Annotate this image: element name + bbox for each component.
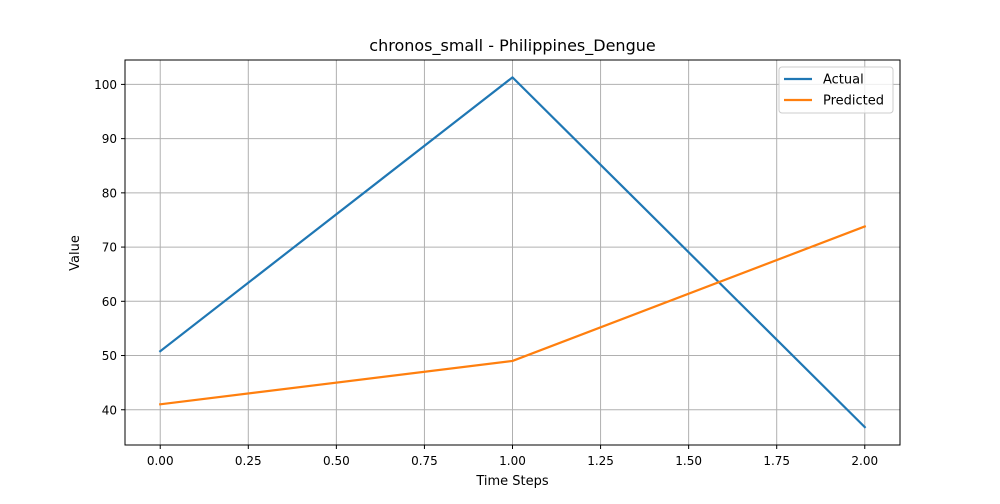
chart-title: chronos_small - Philippines_Dengue (369, 36, 655, 56)
y-tick-label: 90 (102, 132, 117, 146)
x-tick-label: 0.50 (323, 454, 350, 468)
x-tick-label: 0.25 (235, 454, 262, 468)
series-line-actual (158, 76, 867, 429)
y-tick-label: 50 (102, 349, 117, 363)
y-tick-label: 40 (102, 403, 117, 417)
x-tick-label: 1.00 (499, 454, 526, 468)
y-tick-label: 60 (102, 295, 117, 309)
y-tick-label: 70 (102, 241, 117, 255)
x-axis-label: Time Steps (475, 474, 549, 489)
legend: Actual Predicted (778, 66, 894, 114)
x-tick-label: 1.50 (675, 454, 702, 468)
y-axis-label: Value (68, 235, 83, 271)
grid-lines (125, 60, 900, 445)
y-tick-label: 80 (102, 186, 117, 200)
legend-label-predicted: Predicted (823, 94, 884, 109)
x-tick-label: 1.25 (587, 454, 614, 468)
y-axis-ticks: 40 50 60 70 80 90 100 (94, 78, 125, 417)
series-lines (158, 76, 867, 429)
x-tick-label: 1.75 (763, 454, 790, 468)
series-line-predicted (159, 225, 867, 406)
x-tick-label: 2.00 (851, 454, 878, 468)
x-tick-label: 0.75 (411, 454, 438, 468)
x-tick-label: 0.00 (147, 454, 174, 468)
x-axis-ticks: 0.00 0.25 0.50 0.75 1.00 1.25 1.50 1.75 2.00 (147, 445, 878, 468)
legend-label-actual: Actual (823, 73, 864, 88)
y-tick-label: 100 (94, 78, 117, 92)
